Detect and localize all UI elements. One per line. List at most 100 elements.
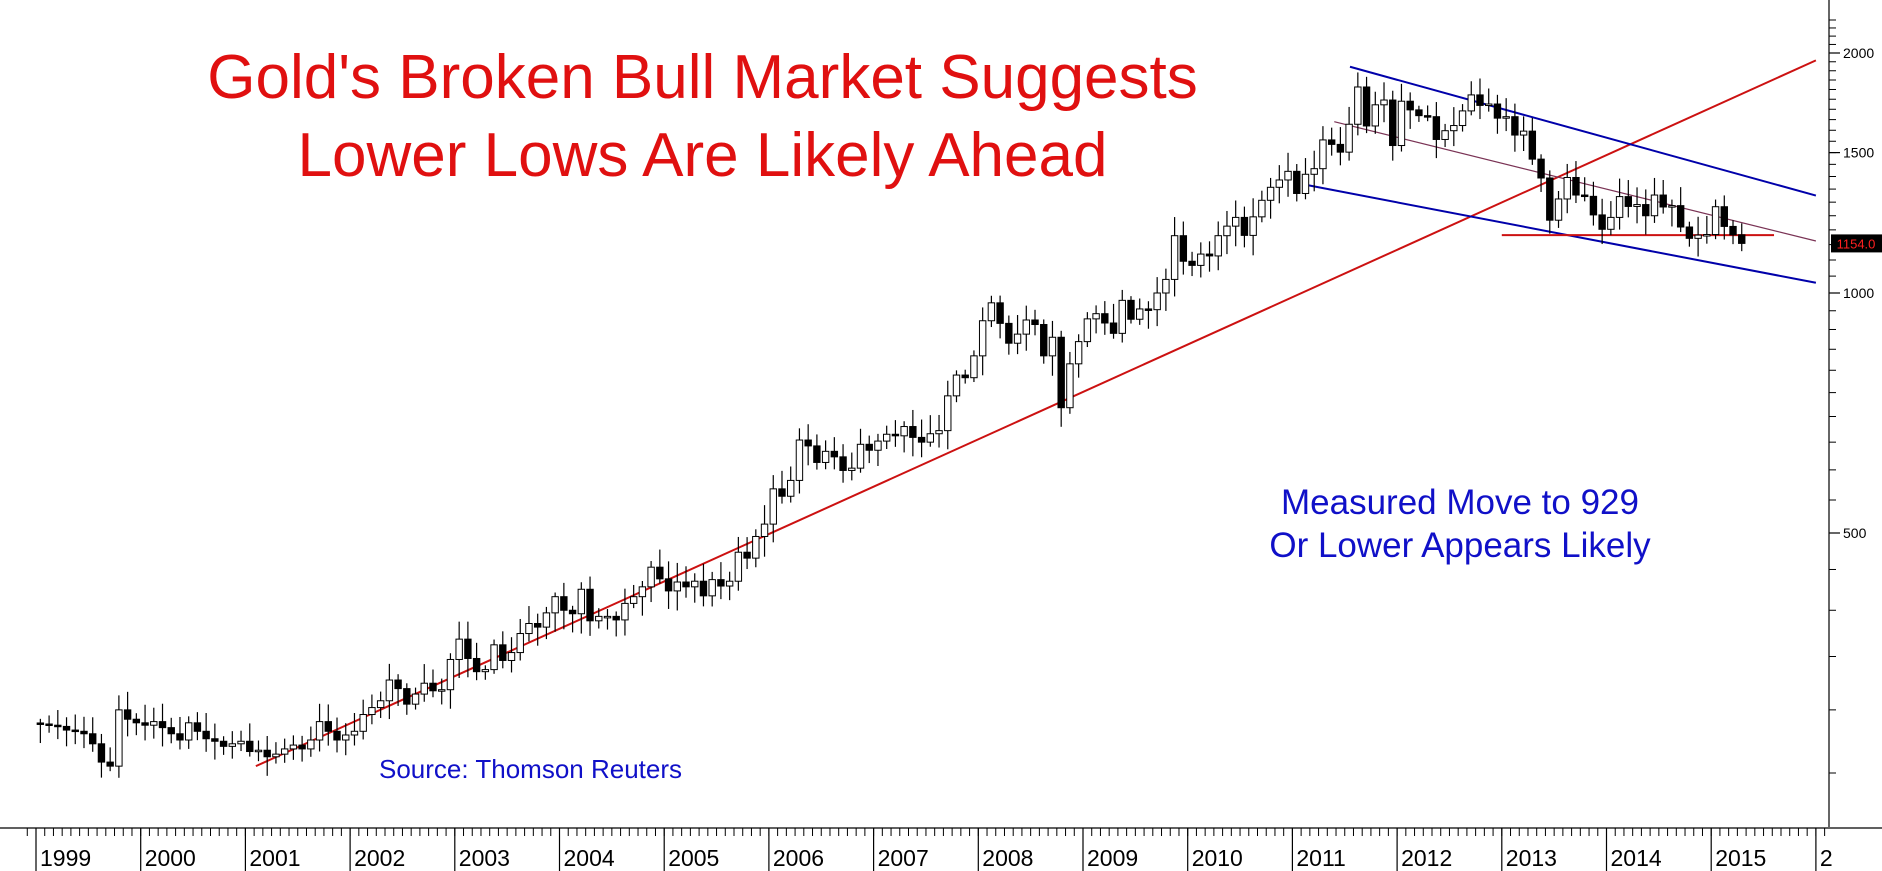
candle-body — [682, 581, 690, 588]
candle-body — [699, 580, 708, 597]
candle — [1720, 195, 1728, 240]
candle-body — [978, 320, 987, 357]
candle-body — [167, 727, 175, 735]
candle — [1205, 241, 1214, 272]
candle — [1005, 315, 1013, 355]
candle — [595, 608, 603, 629]
candle — [298, 735, 306, 762]
candle-body — [787, 479, 795, 497]
candle — [333, 717, 341, 753]
candle-body — [36, 722, 45, 725]
candle-body — [429, 682, 437, 692]
candle — [743, 537, 751, 570]
candle-body — [691, 580, 699, 588]
candle — [1275, 165, 1284, 204]
candle-body — [71, 729, 79, 733]
candle-body — [769, 488, 777, 525]
candle-body — [725, 580, 734, 587]
candle — [821, 440, 830, 470]
candle-body — [403, 688, 411, 705]
x-tick-label: 2005 — [668, 845, 719, 871]
candle-body — [1354, 86, 1362, 125]
candle — [89, 717, 97, 752]
candle-body — [804, 439, 812, 447]
candle — [909, 409, 917, 457]
candle — [1528, 117, 1537, 165]
candle — [184, 716, 193, 749]
candle-body — [1127, 299, 1135, 320]
chart-title-line-2: Lower Lows Are Likely Ahead — [297, 121, 1108, 190]
candle — [664, 561, 673, 609]
candle-body — [821, 450, 830, 463]
candle — [1284, 152, 1292, 197]
candle-body — [621, 602, 629, 621]
candle — [1607, 201, 1615, 236]
candle-body — [1205, 253, 1214, 257]
candle-body — [629, 596, 638, 604]
candle — [289, 735, 298, 760]
candle — [804, 424, 812, 466]
candle — [158, 703, 167, 747]
candle — [1214, 221, 1222, 271]
candle — [856, 428, 865, 473]
candle — [1345, 106, 1353, 161]
candle — [839, 444, 847, 483]
candle — [1458, 104, 1467, 132]
candle-body — [1284, 170, 1292, 181]
candle-body — [1380, 99, 1388, 106]
candle-body — [734, 551, 743, 582]
candle-body — [1563, 176, 1571, 200]
candle — [1537, 154, 1545, 192]
candle-body — [219, 740, 228, 747]
candle-body — [1711, 206, 1720, 236]
candle-body — [115, 709, 123, 767]
candle-body — [1197, 253, 1205, 266]
candle — [97, 733, 106, 778]
source-credit: Source: Thomson Reuters — [379, 754, 682, 784]
candle — [1074, 334, 1083, 378]
candle-body — [1720, 206, 1728, 227]
candle — [1650, 177, 1659, 223]
y-tick-label: 2000 — [1843, 45, 1874, 61]
candle-body — [1554, 198, 1563, 221]
candle-body — [1406, 100, 1414, 111]
candle — [848, 452, 856, 481]
candle-body — [228, 743, 237, 747]
candle — [36, 718, 45, 744]
candle-body — [1432, 116, 1441, 140]
candle-body — [1223, 225, 1231, 237]
candle — [1554, 191, 1563, 228]
candle-body — [1005, 322, 1013, 344]
candle-body — [359, 714, 367, 732]
candle — [551, 592, 559, 632]
candle — [481, 665, 490, 680]
candle — [1511, 103, 1519, 152]
candle — [1022, 305, 1030, 351]
candle-body — [944, 395, 952, 432]
candle-body — [656, 566, 664, 580]
candle — [542, 606, 551, 640]
candle — [1476, 78, 1484, 120]
candle-body — [795, 439, 804, 481]
candle — [45, 715, 53, 733]
x-tick-label: 2006 — [773, 845, 824, 871]
candle-body — [673, 581, 681, 592]
candle-body — [254, 749, 263, 753]
candle — [263, 736, 271, 776]
candle — [961, 369, 969, 384]
candle — [411, 687, 420, 710]
candle — [691, 573, 699, 603]
candle — [900, 421, 908, 453]
candle-body — [1118, 299, 1126, 334]
candle-body — [638, 586, 647, 598]
candle-body — [839, 456, 847, 471]
candle-body — [1040, 324, 1048, 357]
candle — [577, 582, 586, 634]
candle-body — [411, 693, 420, 705]
candle-body — [1057, 336, 1065, 409]
candle-body — [490, 644, 498, 671]
candle-body — [184, 722, 193, 741]
candle — [1519, 116, 1528, 152]
candle-body — [1231, 216, 1240, 227]
